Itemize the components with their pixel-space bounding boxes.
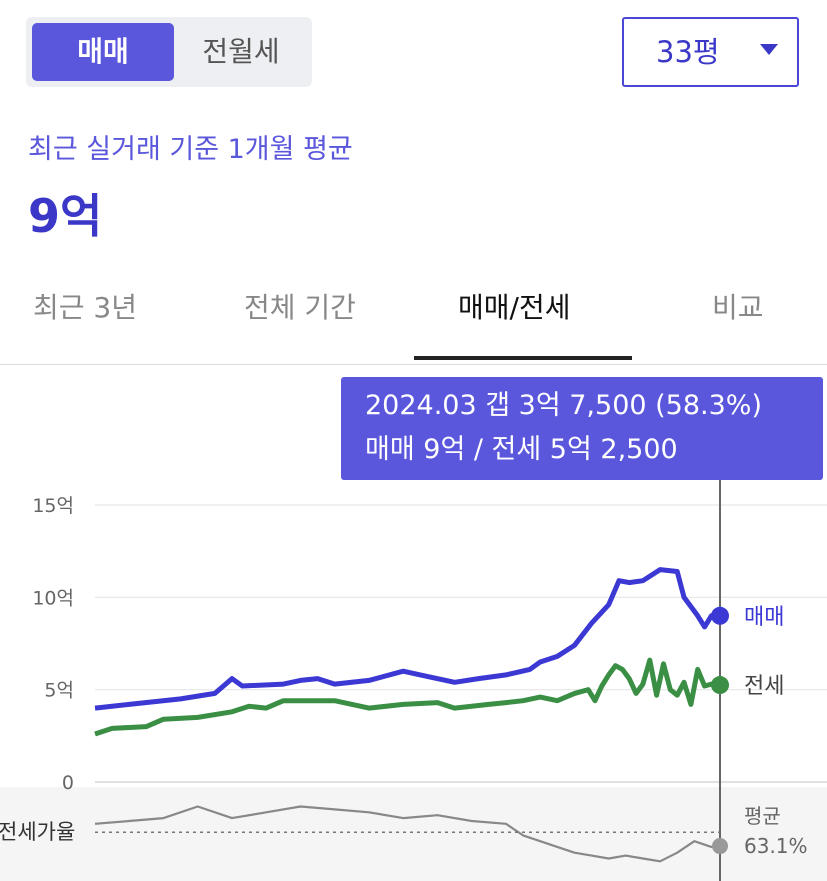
series-layer [94, 567, 729, 863]
tooltip-line1: 2024.03 갭 3억 7,500 (58.3%) [365, 390, 762, 421]
caret-down-icon [760, 44, 778, 55]
jeonse-series-end-point [711, 676, 729, 695]
tab-all-period[interactable]: 전체 기간 [244, 291, 356, 324]
sale-series-end-point [711, 606, 729, 625]
ratio-average-value: 63.1% [744, 834, 808, 858]
jeonse-series-label: 전세 [744, 674, 784, 699]
tooltip-box [341, 377, 823, 480]
y-tick-label: 10억 [32, 587, 74, 609]
tooltip: 2024.03 갭 3억 7,500 (58.3%) 매매 9억 / 전세 5억… [341, 377, 823, 480]
y-tick-labels: 15억 10억 5억 0 [32, 495, 74, 794]
ratio-average-label: 평균 [744, 804, 781, 828]
ratio-panel-bg [0, 787, 827, 881]
jeonse-series-line [94, 657, 721, 737]
sale-series-label: 매매 [744, 605, 784, 630]
summary-subtitle: 최근 실거래 기준 1개월 평균 [28, 134, 353, 165]
y-tick-label: 0 [62, 772, 74, 794]
chart-tabs: 최근 3년 전체 기간 매매/전세 비교 [0, 272, 827, 365]
ratio-label: 전세가율 [0, 820, 75, 844]
summary-price: 9억 [28, 189, 103, 243]
sale-series-line [94, 567, 720, 711]
active-tab-indicator [414, 356, 632, 360]
grid-lines [95, 504, 827, 783]
tab-compare[interactable]: 비교 [712, 291, 764, 324]
ratio-series-line [94, 805, 721, 863]
area-select[interactable]: 33평 [622, 17, 799, 87]
deal-type-toggle: 매매 전월세 [26, 17, 312, 87]
y-tick-label: 5억 [44, 680, 74, 702]
y-tick-label: 15억 [32, 495, 74, 517]
tooltip-line2: 매매 9억 / 전세 5억 2,500 [365, 434, 678, 465]
tab-sale-jeonse[interactable]: 매매/전세 [458, 291, 571, 324]
price-chart[interactable]: 15억 10억 5억 0 전세가율 평균 63.1% 매매 전세 2024.03 갭 … [0, 365, 827, 881]
deal-type-rent-button[interactable]: 전월세 [202, 35, 280, 68]
tab-recent-3y[interactable]: 최근 3년 [33, 291, 137, 324]
ratio-series-end-point [712, 838, 728, 855]
deal-type-sale-button[interactable]: 매매 [32, 23, 174, 81]
area-select-value: 33평 [656, 35, 720, 69]
